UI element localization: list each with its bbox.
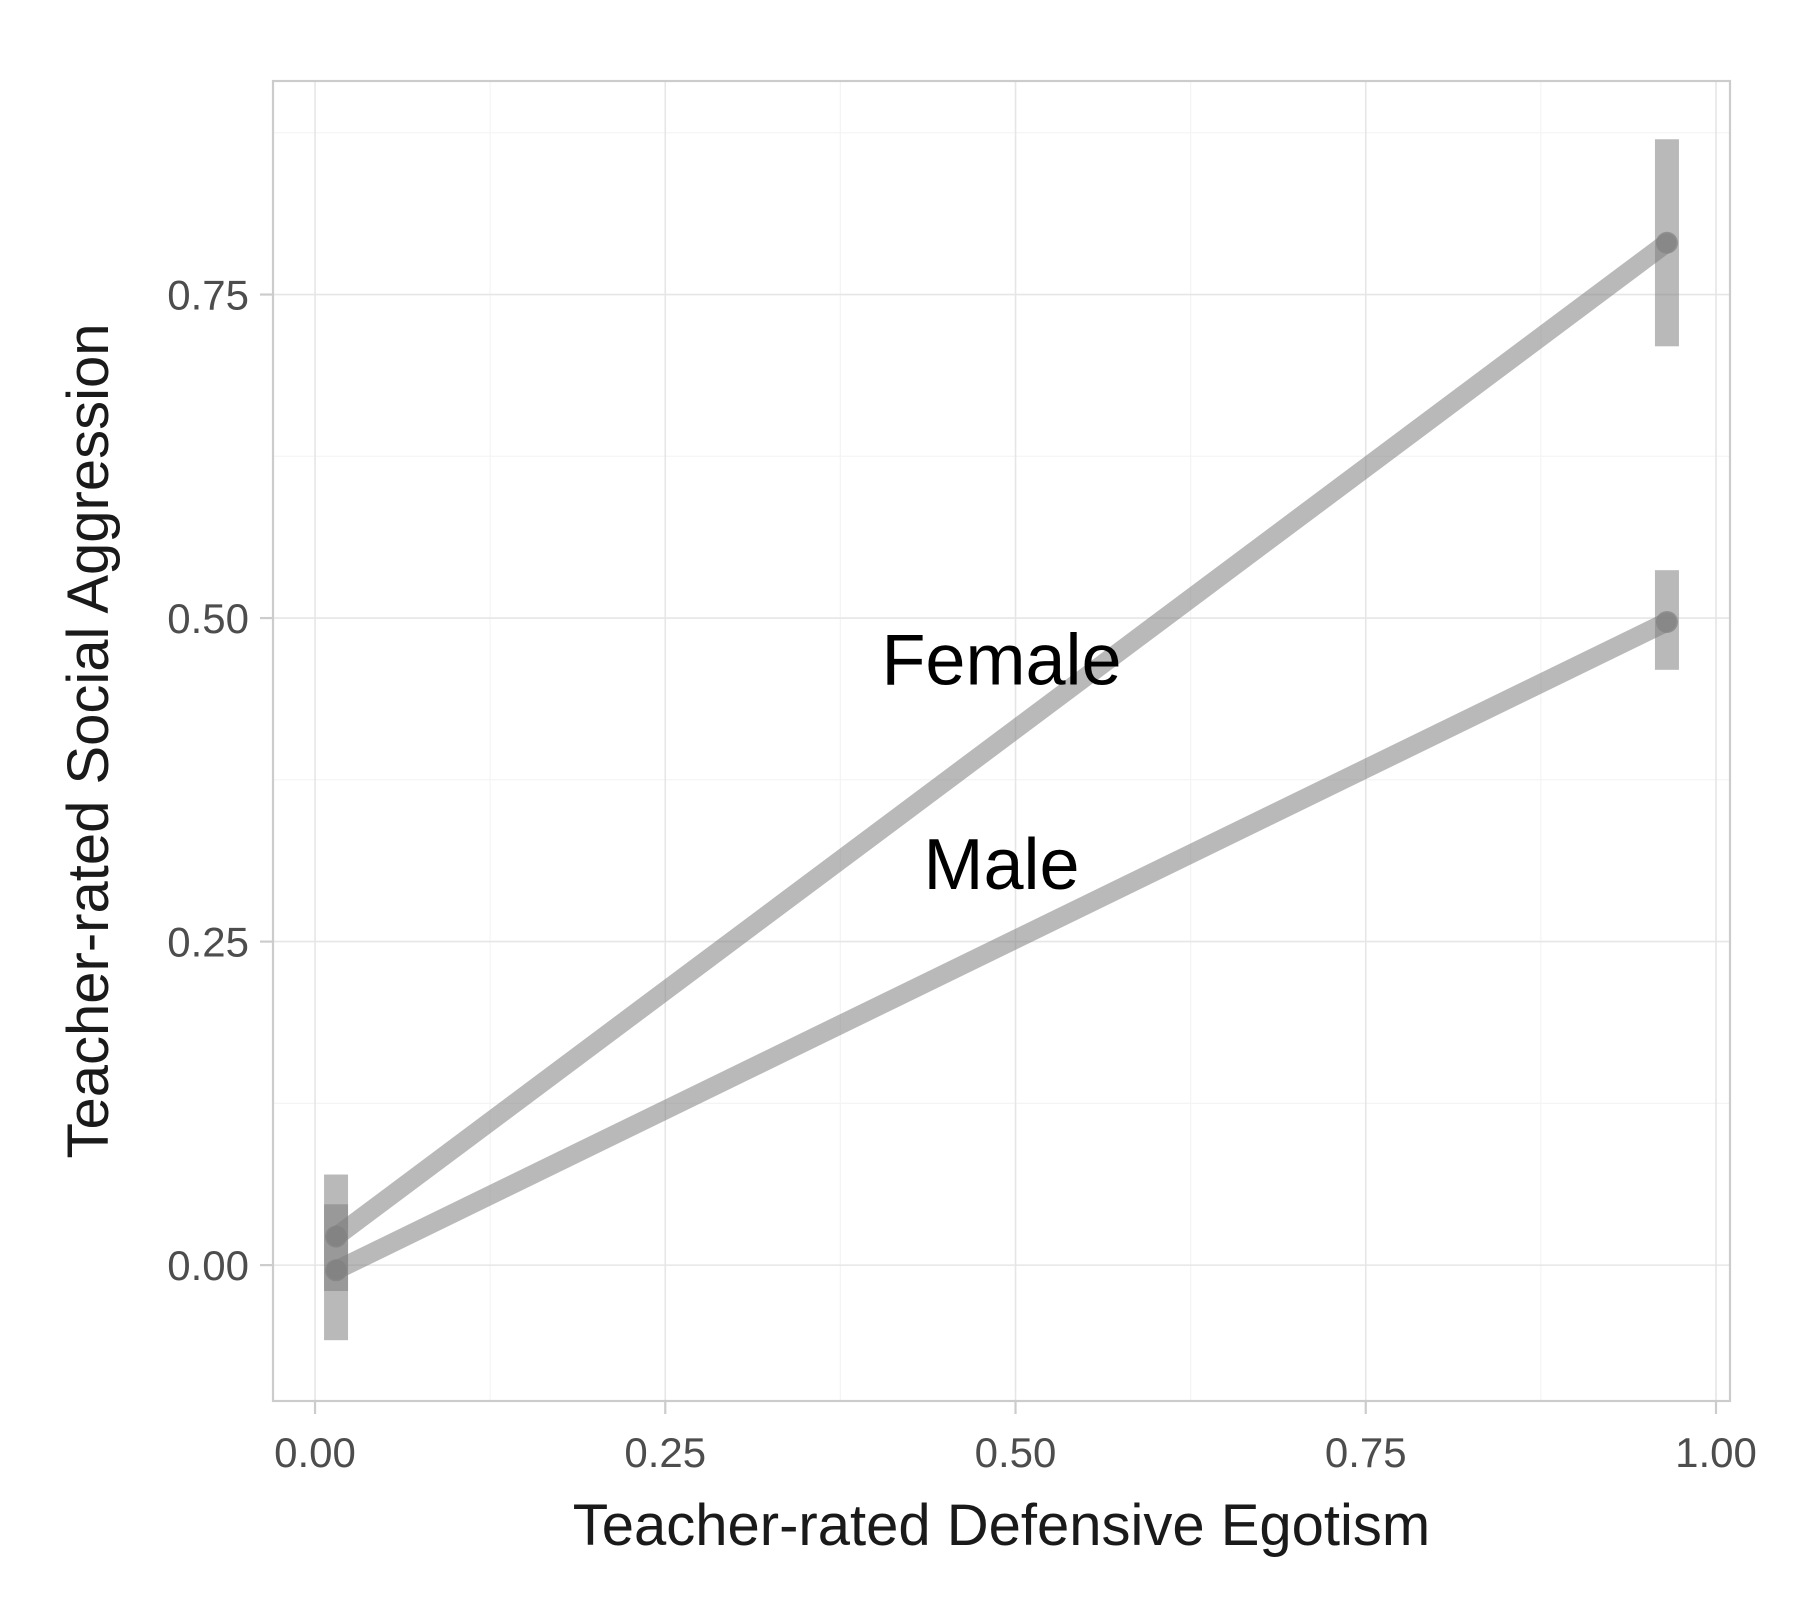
- series-line-female: [326, 233, 1677, 1247]
- x-tick-label: 0.50: [975, 1429, 1057, 1476]
- annotation-female: Female: [881, 620, 1121, 700]
- tick-labels: 0.00 0.25 0.50 0.75 1.00 0.00 0.25 0.50 0.75: [167, 272, 1757, 1476]
- series-lines: [325, 231, 1678, 1282]
- data-point-female: [1655, 231, 1678, 254]
- y-axis-title: Teacher-rated Social Aggression: [56, 323, 121, 1158]
- y-tick-label: 0.50: [167, 595, 249, 642]
- y-tick-label: 0.75: [167, 272, 249, 319]
- series-line-male: [326, 612, 1677, 1280]
- grid-lines: [273, 81, 1730, 1401]
- x-tick-label: 1.00: [1675, 1429, 1757, 1476]
- data-point-male: [1655, 610, 1678, 633]
- x-tick-label: 0.75: [1325, 1429, 1407, 1476]
- x-tick-label: 0.00: [274, 1429, 356, 1476]
- axis-ticks: [260, 293, 1718, 1414]
- annotation-male: Male: [923, 825, 1079, 905]
- x-axis-title: Teacher-rated Defensive Egotism: [573, 1493, 1431, 1558]
- x-tick-label: 0.25: [624, 1429, 706, 1476]
- data-point-female: [325, 1225, 348, 1248]
- series-annotations: Female Male: [881, 620, 1121, 904]
- data-point-male: [325, 1259, 348, 1282]
- y-tick-label: 0.00: [167, 1242, 249, 1289]
- panel-border: [271, 79, 1732, 1403]
- y-tick-label: 0.25: [167, 919, 249, 966]
